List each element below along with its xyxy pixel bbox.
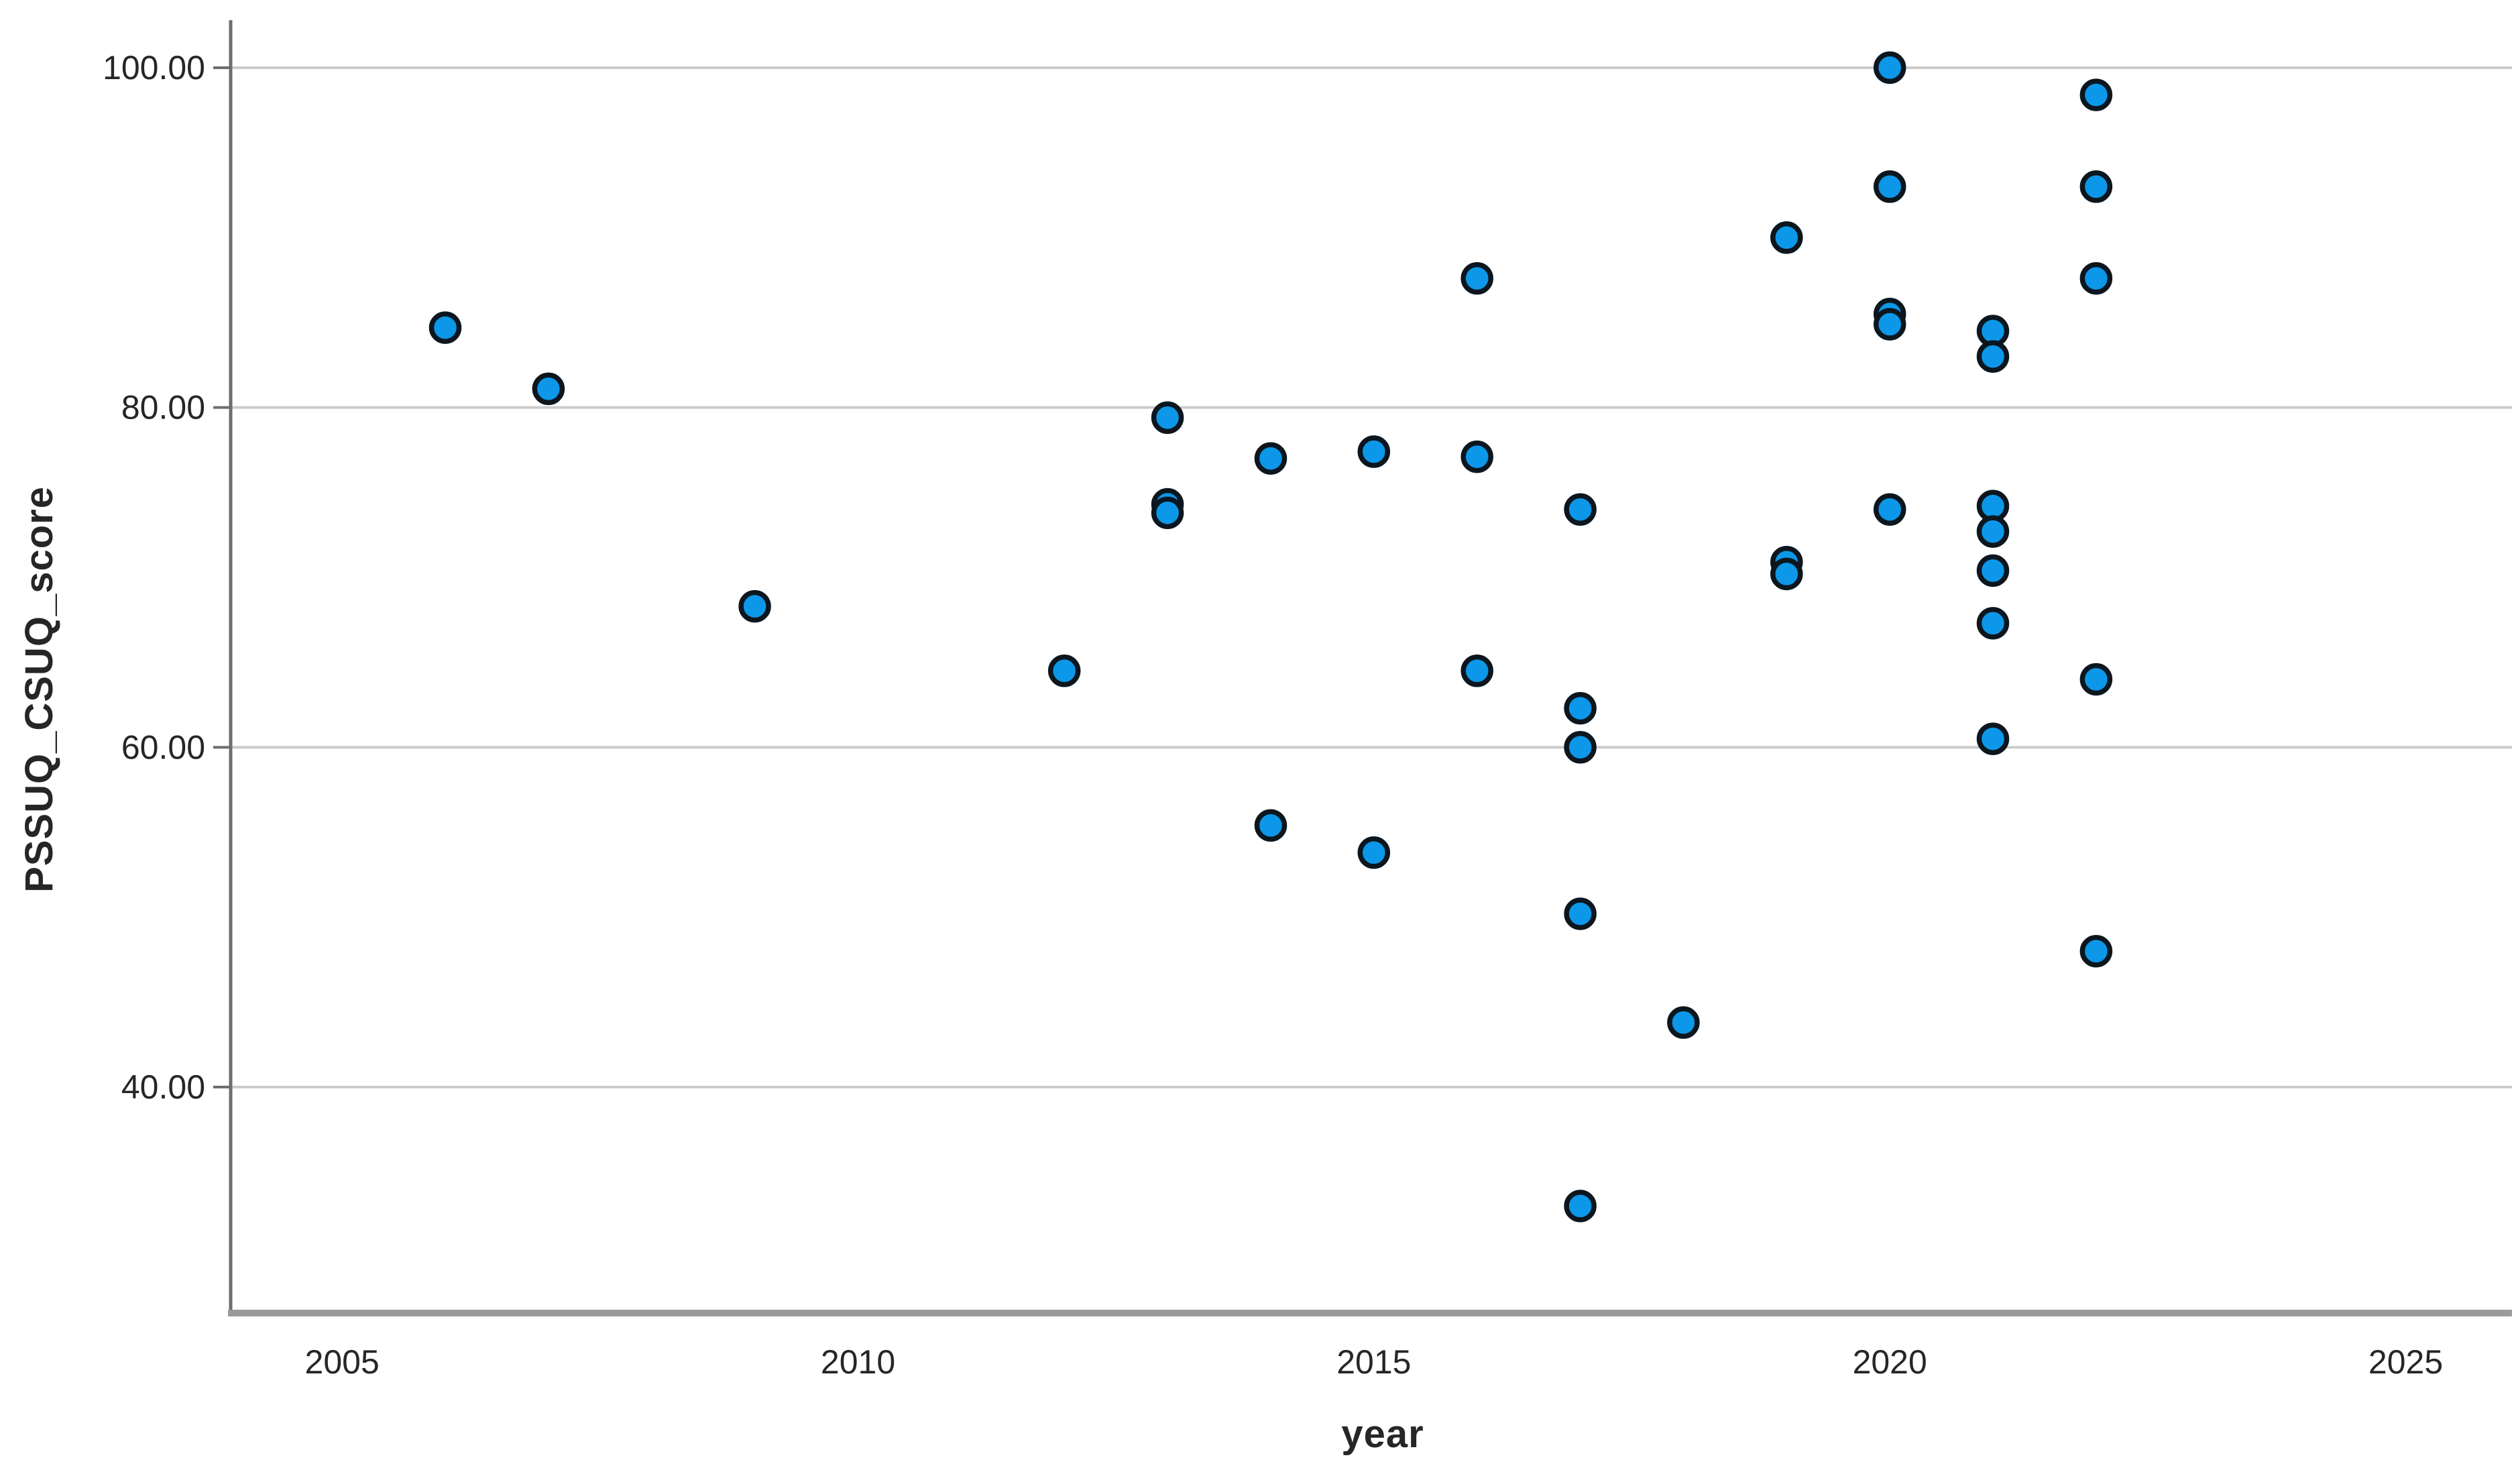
data-point (1357, 836, 1391, 869)
gridline-layer (231, 66, 2512, 1089)
data-point (428, 311, 462, 344)
data-point (2079, 170, 2113, 203)
data-point (1976, 515, 2010, 548)
data-point (1564, 493, 1597, 526)
tick-label-layer: 40.00 60.00 80.00 100.00 2005 2010 2015 2020 202… (103, 49, 2443, 1381)
data-point-layer (428, 51, 2113, 1223)
x-tick-label: 2025 (2368, 1343, 2443, 1381)
data-point (1357, 435, 1391, 468)
x-tick-label: 2020 (1853, 1343, 1927, 1381)
y-tick-label: 60.00 (121, 728, 205, 766)
data-point (1461, 655, 1493, 687)
data-point (1976, 607, 2010, 640)
data-point (2079, 935, 2113, 968)
data-point (2079, 78, 2113, 111)
data-point (1564, 691, 1597, 725)
data-point (738, 589, 771, 623)
data-point (1667, 1006, 1700, 1039)
data-point (1976, 340, 2010, 373)
data-point (1151, 496, 1184, 529)
data-point (1047, 655, 1081, 687)
data-point (1873, 308, 1906, 341)
data-point (1976, 722, 2010, 755)
data-point (1873, 170, 1906, 203)
data-point (1873, 51, 1906, 84)
data-point (1461, 440, 1493, 473)
data-point (1770, 221, 1803, 254)
data-point (532, 372, 565, 406)
y-tick-label: 80.00 (121, 389, 205, 427)
data-point (1254, 809, 1287, 842)
data-point (1564, 731, 1597, 764)
data-point (1461, 262, 1493, 295)
x-tick-label: 2015 (1336, 1343, 1411, 1381)
y-tick-label: 40.00 (121, 1068, 205, 1106)
data-point (1564, 897, 1597, 930)
x-tick-label: 2005 (305, 1343, 380, 1381)
data-point (1976, 554, 2010, 587)
data-point (1770, 557, 1803, 591)
x-tick-label: 2010 (821, 1343, 895, 1381)
data-point (1151, 401, 1184, 435)
data-point (1564, 1190, 1597, 1223)
x-axis-title: year (1341, 1412, 1424, 1456)
y-axis-title: PSSUQ_CSUQ_score (17, 486, 61, 893)
data-point (1873, 493, 1906, 526)
data-point (1254, 442, 1287, 475)
data-point (2079, 262, 2113, 295)
data-point (2079, 663, 2113, 696)
y-tick-label: 100.00 (103, 49, 205, 87)
axis-layer (213, 20, 2512, 1316)
